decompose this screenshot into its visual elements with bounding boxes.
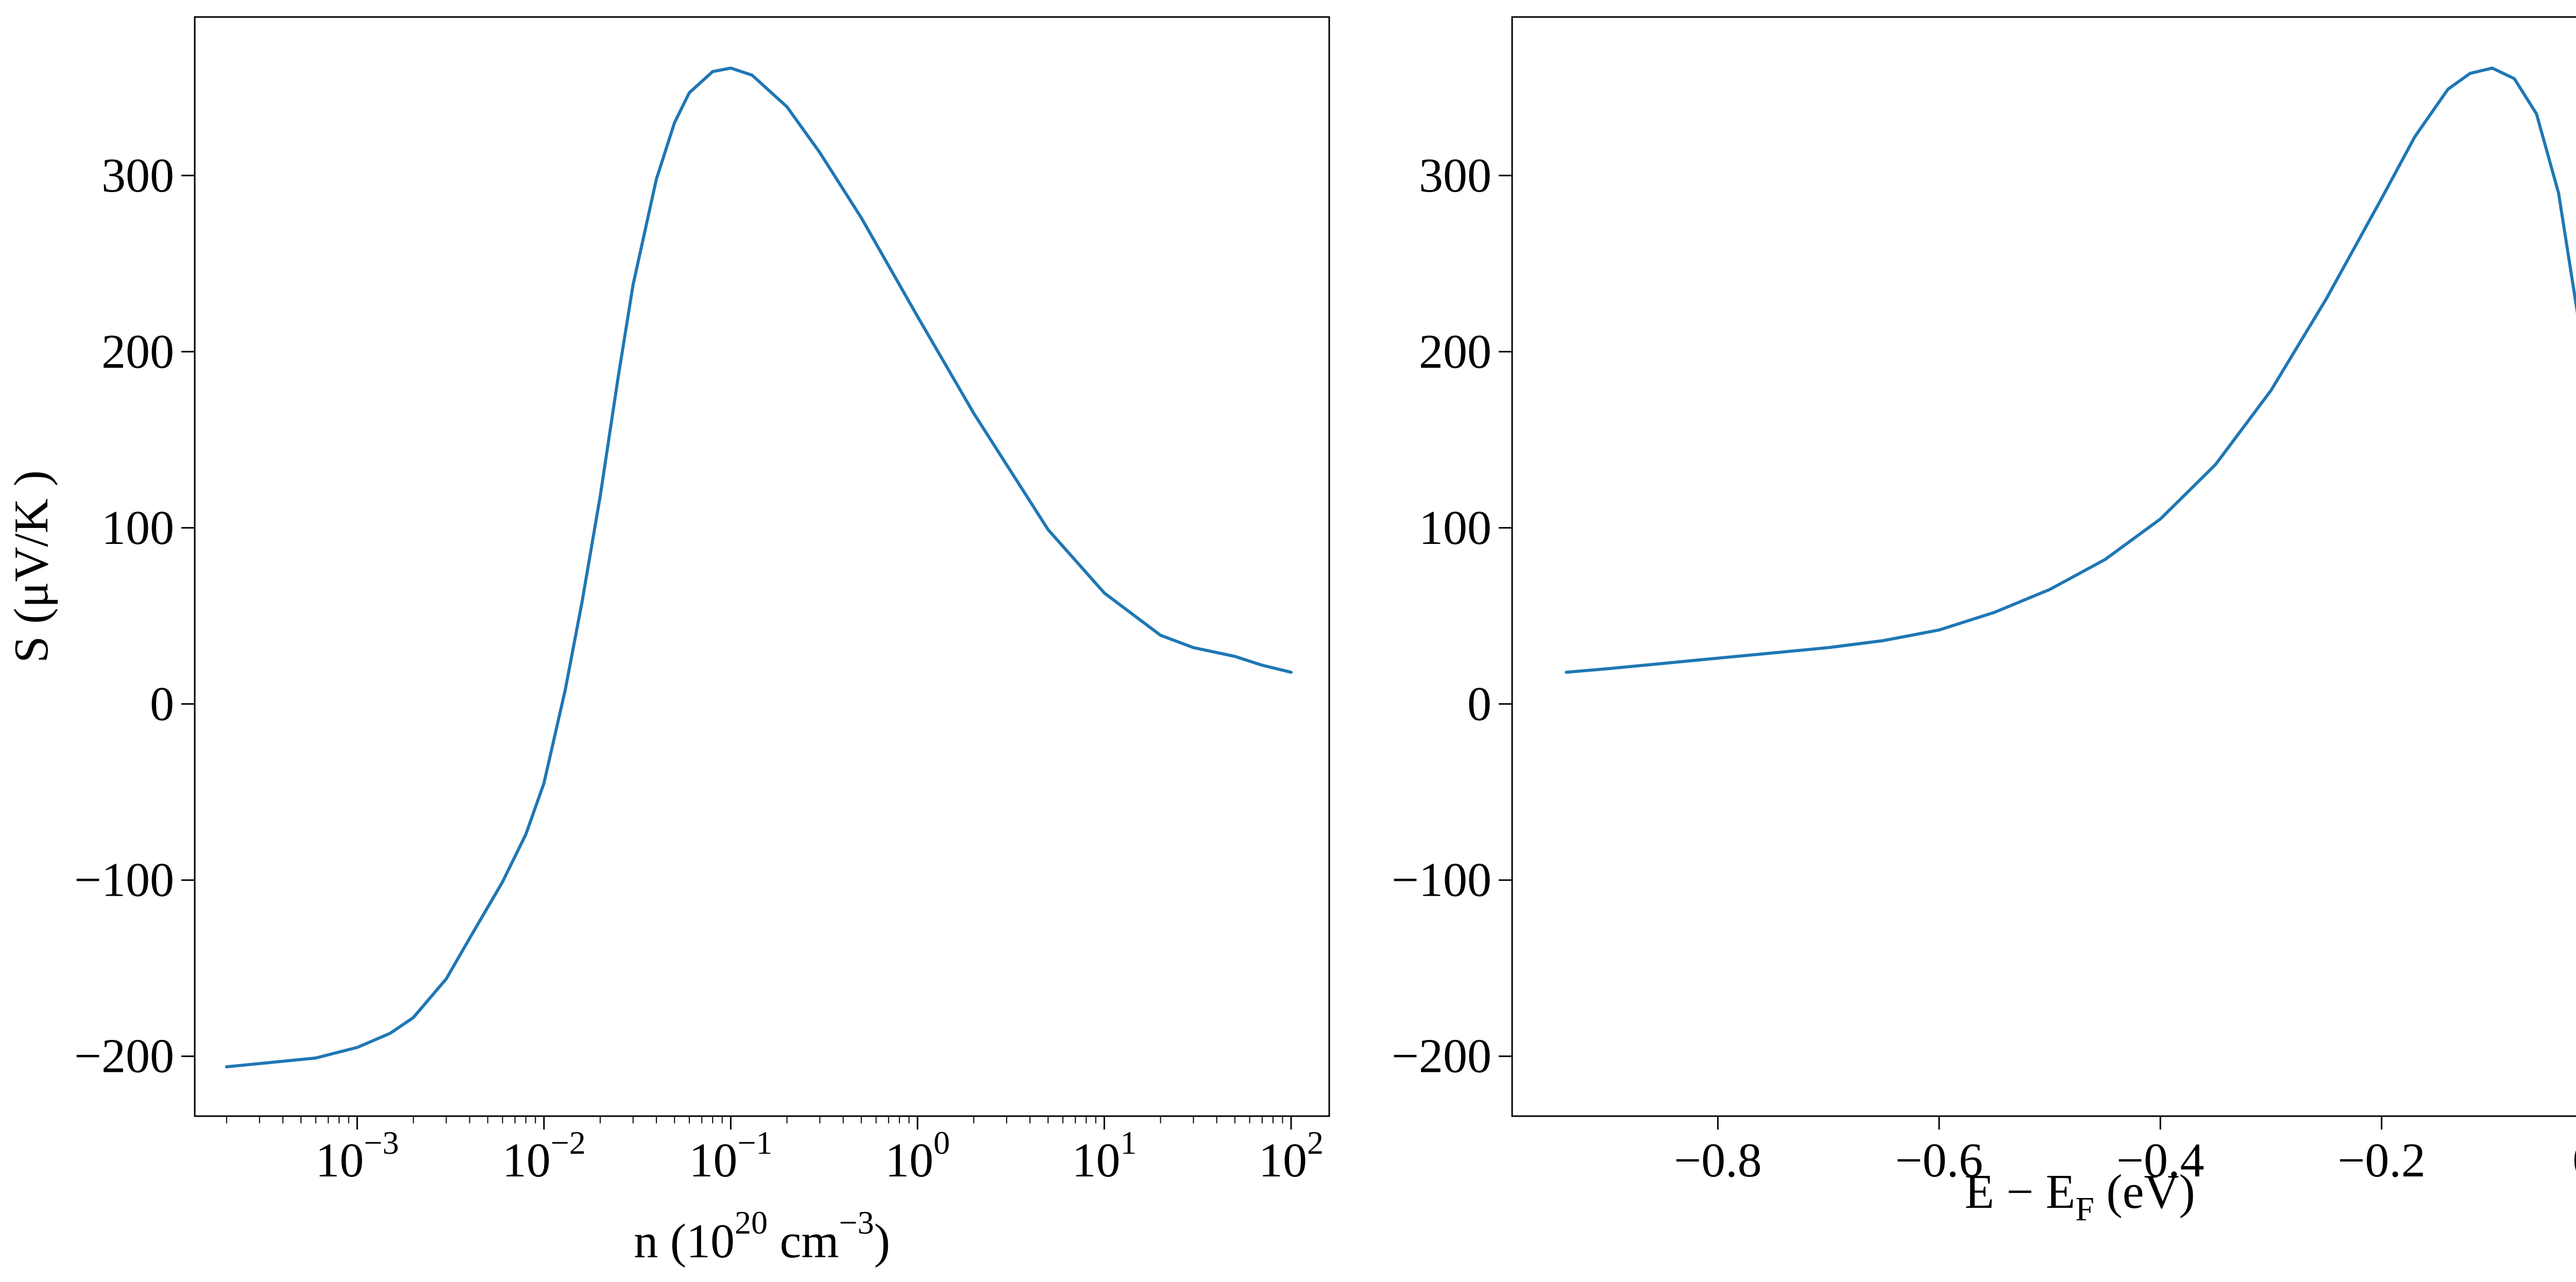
series-line-0 <box>225 66 1293 1069</box>
x-tick-label: −0.6 <box>1895 1134 1984 1187</box>
x-tick-label: −0.4 <box>2116 1134 2205 1187</box>
y-tick-label: 300 <box>1419 149 1492 202</box>
y-tick-label: 0 <box>150 677 174 731</box>
x-axis-label: E − EF (eV) <box>1964 1165 2195 1228</box>
x-tick-label: 102 <box>1259 1124 1324 1187</box>
carrier-concentration-seebeck-chart: 300 200 100 0 −100 −200 10−3 10−2 10−1 100 101 102 n… <box>5 16 1330 1268</box>
y-tick-label: 100 <box>1419 501 1492 555</box>
x-tick-label: 10−1 <box>689 1124 772 1187</box>
y-tick-label: 300 <box>101 149 174 202</box>
y-tick-label: 100 <box>101 501 174 555</box>
y-tick-label: −200 <box>74 1030 174 1083</box>
plot-frame <box>194 16 1330 1117</box>
energy-seebeck-chart: 300 200 100 0 −100 −200 −0.8 −0.6 −0.4 −0.2 0.0 E −… <box>1392 16 2576 1228</box>
y-tick-label: 200 <box>101 325 174 379</box>
x-tick-label: 101 <box>1072 1124 1137 1187</box>
x-tick-label: 10−3 <box>315 1124 399 1187</box>
series-line-0 <box>1565 66 2576 674</box>
y-tick-label: 0 <box>1467 677 1492 731</box>
x-tick-label: 10−2 <box>502 1124 586 1187</box>
x-tick-label: −0.2 <box>2337 1134 2426 1187</box>
plot-frame <box>1511 16 2576 1117</box>
x-tick-label: −0.8 <box>1674 1134 1762 1187</box>
x-tick-label: 0.0 <box>2572 1134 2576 1187</box>
y-tick-label: 200 <box>1419 325 1492 379</box>
x-axis-label: n (1020 cm−3) <box>634 1204 890 1268</box>
y-axis-label: S (μV/K ) <box>5 470 58 663</box>
y-tick-label: −100 <box>74 853 174 907</box>
y-tick-label: −100 <box>1392 853 1492 907</box>
x-tick-label: 100 <box>885 1124 950 1187</box>
y-tick-label: −200 <box>1392 1030 1492 1083</box>
